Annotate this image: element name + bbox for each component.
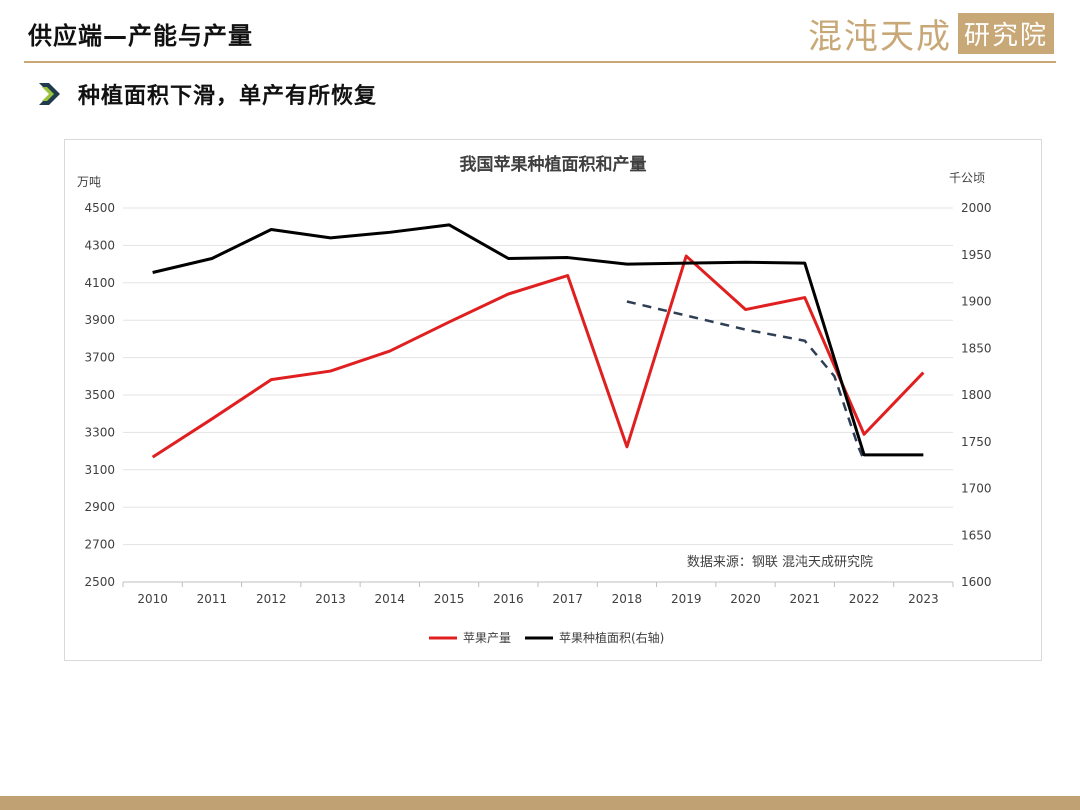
brand-name: 混沌天成 <box>807 16 952 57</box>
header-divider <box>24 61 1056 63</box>
y-right-tick-label: 1900 <box>961 295 992 309</box>
x-tick-label: 2021 <box>790 592 821 606</box>
x-tick-label: 2023 <box>908 592 939 606</box>
y-left-tick-label: 3500 <box>84 388 115 402</box>
x-tick-label: 2017 <box>552 592 583 606</box>
left-axis-unit: 万吨 <box>77 175 101 189</box>
brand-box: 研究院 <box>957 12 1054 54</box>
x-tick-label: 2019 <box>671 592 702 606</box>
y-left-tick-label: 2900 <box>84 500 115 514</box>
legend-label: 苹果产量 <box>463 631 511 645</box>
chevron-right-icon <box>39 83 60 105</box>
source-note: 数据来源：钢联 混沌天成研究院 <box>687 555 873 570</box>
series-line-area <box>152 223 924 457</box>
footer-bar <box>0 796 1080 810</box>
chart-legend: 苹果产量 苹果种植面积(右轴) <box>429 630 664 645</box>
page-title: 供应端—产能与产量 <box>28 22 253 50</box>
y-left-tick-label: 3100 <box>84 463 115 477</box>
right-axis-unit: 千公顷 <box>949 171 985 185</box>
x-tick-label: 2022 <box>849 592 880 606</box>
y-right-tick-label: 1950 <box>961 248 992 262</box>
y-right-tick-label: 1800 <box>961 388 992 402</box>
y-left-tick-label: 3900 <box>84 313 115 327</box>
apple-area-production-chart: 2500 2700 2900 3100 3300 3500 3700 3900 4100 4300… <box>77 154 992 645</box>
x-tick-label: 2018 <box>612 592 643 606</box>
y-left-tick-label: 2500 <box>84 575 115 589</box>
legend-label: 苹果种植面积(右轴) <box>559 630 664 645</box>
section-subtitle: 种植面积下滑，单产有所恢复 <box>78 84 378 109</box>
x-tick-label: 2013 <box>315 592 346 606</box>
x-tick-label: 2020 <box>730 592 761 606</box>
y-left-tick-label: 4300 <box>84 238 115 252</box>
y-right-tick-label: 1600 <box>961 575 992 589</box>
y-left-tick-label: 4100 <box>84 276 115 290</box>
y-left-tick-label: 3300 <box>84 425 115 439</box>
y-right-tick-label: 1750 <box>961 435 992 449</box>
y-right-tick-label: 2000 <box>961 201 992 215</box>
x-tick-label: 2012 <box>256 592 287 606</box>
x-tick-label: 2014 <box>375 592 406 606</box>
y-right-tick-label: 1700 <box>961 482 992 496</box>
y-left-tick-label: 2700 <box>84 538 115 552</box>
series-line-production <box>151 254 925 459</box>
x-tick-label: 2016 <box>493 592 524 606</box>
trend-dashed-line <box>626 300 866 461</box>
section-heading: 种植面积下滑，单产有所恢复 <box>36 78 377 110</box>
chart-title: 我国苹果种植面积和产量 <box>460 154 647 175</box>
y-left-tick-label: 3700 <box>84 351 115 365</box>
chart-panel: 2500 2700 2900 3100 3300 3500 3700 3900 4100 4300… <box>64 139 1042 661</box>
x-tick-label: 2011 <box>197 592 228 606</box>
x-tick-label: 2015 <box>434 592 465 606</box>
y-right-tick-label: 1850 <box>961 341 992 355</box>
brand-logo: 混沌天成 研究院 <box>808 12 1054 57</box>
y-right-tick-label: 1650 <box>961 528 992 542</box>
x-tick-label: 2010 <box>137 592 168 606</box>
y-left-tick-label: 4500 <box>84 201 115 215</box>
